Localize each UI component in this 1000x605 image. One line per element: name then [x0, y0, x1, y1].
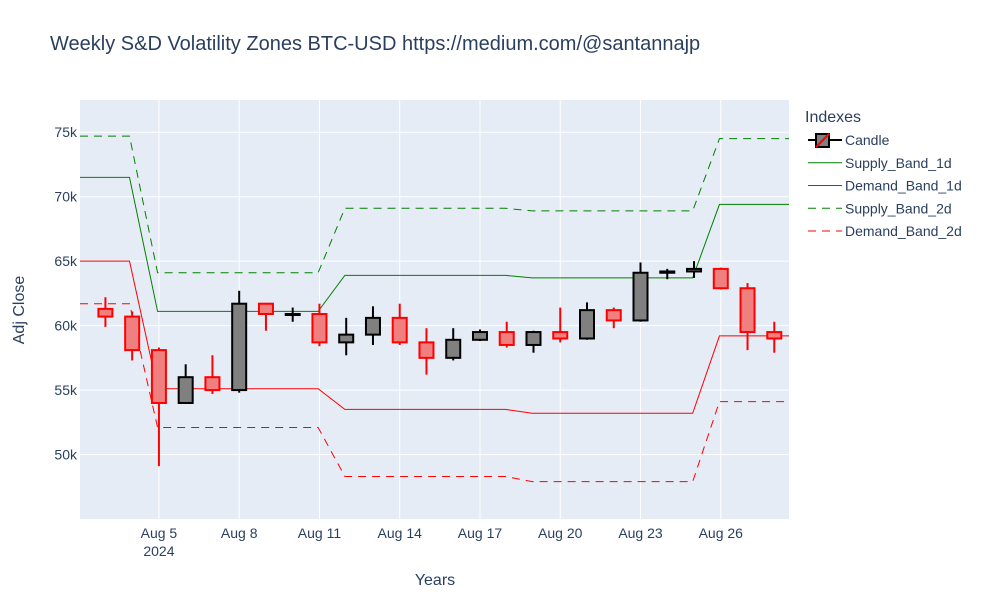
legend-title: Indexes — [805, 109, 861, 126]
candle-aug-21[interactable] — [579, 302, 596, 340]
band-lines — [80, 135, 789, 483]
candle-aug-17[interactable] — [471, 329, 488, 342]
candle-body — [632, 271, 649, 322]
legend-item-supply-band-2d[interactable]: Supply_Band_2d — [808, 200, 952, 216]
candle-aug-15[interactable] — [418, 328, 435, 375]
x-tick-label: Aug 23 — [618, 525, 663, 541]
candle-aug-12[interactable] — [338, 317, 355, 356]
y-axis-title: Adj Close — [11, 276, 28, 345]
candle-body — [739, 287, 756, 334]
candle-body — [605, 309, 622, 322]
candle-aug-9[interactable] — [257, 302, 274, 331]
candle-aug-27[interactable] — [739, 283, 756, 351]
y-tick-label: 75k — [54, 124, 78, 140]
y-tick-label: 55k — [54, 382, 78, 398]
candle-body — [284, 313, 301, 317]
candle-body — [579, 309, 596, 340]
candle-aug-7[interactable] — [204, 355, 221, 394]
candle-aug-3[interactable] — [97, 297, 114, 327]
y-tick-label: 70k — [54, 189, 78, 205]
candle-body — [204, 376, 221, 392]
candle-aug-10[interactable] — [284, 307, 301, 322]
x-tick-sublabel: 2024 — [143, 543, 174, 559]
candle-body — [471, 331, 488, 341]
candle-body — [177, 376, 194, 404]
candles — [97, 261, 783, 467]
candle-aug-20[interactable] — [552, 307, 569, 343]
candle-body — [766, 331, 783, 340]
legend-item-supply-band-1d[interactable]: Supply_Band_1d — [808, 155, 952, 171]
candle-body — [498, 331, 515, 346]
candle-aug-26[interactable] — [712, 267, 729, 290]
candle-aug-13[interactable] — [364, 306, 381, 345]
chart-title: Weekly S&D Volatility Zones BTC-USD http… — [50, 33, 700, 55]
candle-body — [525, 331, 542, 346]
candle-body — [311, 313, 328, 344]
y-axis-ticks: 50k 55k 60k 65k 70k 75k — [54, 124, 78, 462]
plot-area[interactable] — [80, 100, 789, 519]
legend-swatch-diagonal — [815, 133, 830, 148]
y-tick-label: 60k — [54, 318, 78, 334]
candle-body — [445, 338, 462, 359]
x-tick-label: Aug 17 — [458, 525, 503, 541]
candle-aug-18[interactable] — [498, 321, 515, 348]
candle-aug-14[interactable] — [391, 303, 408, 345]
legend-item-candle[interactable]: Candle — [808, 132, 890, 148]
candle-aug-19[interactable] — [525, 330, 542, 353]
candle-body — [712, 267, 729, 290]
legend-label: Demand_Band_2d — [845, 223, 962, 239]
candle-body — [150, 349, 167, 404]
legend-label: Supply_Band_2d — [845, 200, 952, 216]
series-line-supply-band-1d — [80, 176, 789, 312]
x-tick-label: Aug 14 — [378, 525, 423, 541]
x-tick-label: Aug 5 — [141, 525, 178, 541]
candle-body — [364, 316, 381, 336]
x-tick-label: Aug 8 — [221, 525, 258, 541]
candle-aug-16[interactable] — [445, 328, 462, 361]
candle-body — [686, 267, 703, 273]
candle-body — [97, 307, 114, 318]
legend-item-demand-band-1d[interactable]: Demand_Band_1d — [808, 178, 962, 194]
candle-body — [231, 302, 248, 392]
candle-aug-4[interactable] — [124, 311, 141, 361]
legend-item-demand-band-2d[interactable]: Demand_Band_2d — [808, 223, 962, 239]
candle-aug-25[interactable] — [686, 261, 703, 278]
candle-aug-6[interactable] — [177, 364, 194, 404]
legend-label: Supply_Band_1d — [845, 155, 952, 171]
candle-body — [418, 341, 435, 359]
candle-aug-5[interactable] — [150, 347, 167, 467]
candle-aug-8[interactable] — [231, 290, 248, 393]
legend[interactable]: Indexes Candle Supply_Band_1d Demand_Band_… — [805, 109, 962, 239]
candle-body — [659, 270, 676, 274]
candle-aug-23[interactable] — [632, 262, 649, 322]
y-tick-label: 65k — [54, 253, 78, 269]
candle-body — [338, 333, 355, 344]
series-line-demand-band-1d — [80, 260, 789, 414]
x-tick-label: Aug 20 — [538, 525, 583, 541]
candle-body — [391, 316, 408, 344]
series-line-supply-band-2d — [80, 135, 789, 274]
x-tick-label: Aug 11 — [298, 525, 342, 541]
candle-body — [124, 315, 141, 352]
x-tick-label: Aug 26 — [699, 525, 744, 541]
candle-body — [257, 302, 274, 316]
legend-label: Candle — [845, 132, 890, 148]
candle-aug-22[interactable] — [605, 307, 622, 329]
candle-aug-11[interactable] — [311, 303, 328, 347]
x-axis-ticks: Aug 5 2024 Aug 8 Aug 11 Aug 14 Aug 17 Aug 20 Au… — [141, 525, 744, 559]
y-tick-label: 50k — [54, 447, 78, 463]
legend-label: Demand_Band_1d — [845, 178, 962, 194]
x-axis-title: Years — [415, 572, 455, 589]
series-line-demand-band-2d — [80, 303, 789, 483]
candle-body — [552, 331, 569, 340]
candle-aug-28[interactable] — [766, 321, 783, 353]
candle-aug-24[interactable] — [659, 268, 676, 280]
